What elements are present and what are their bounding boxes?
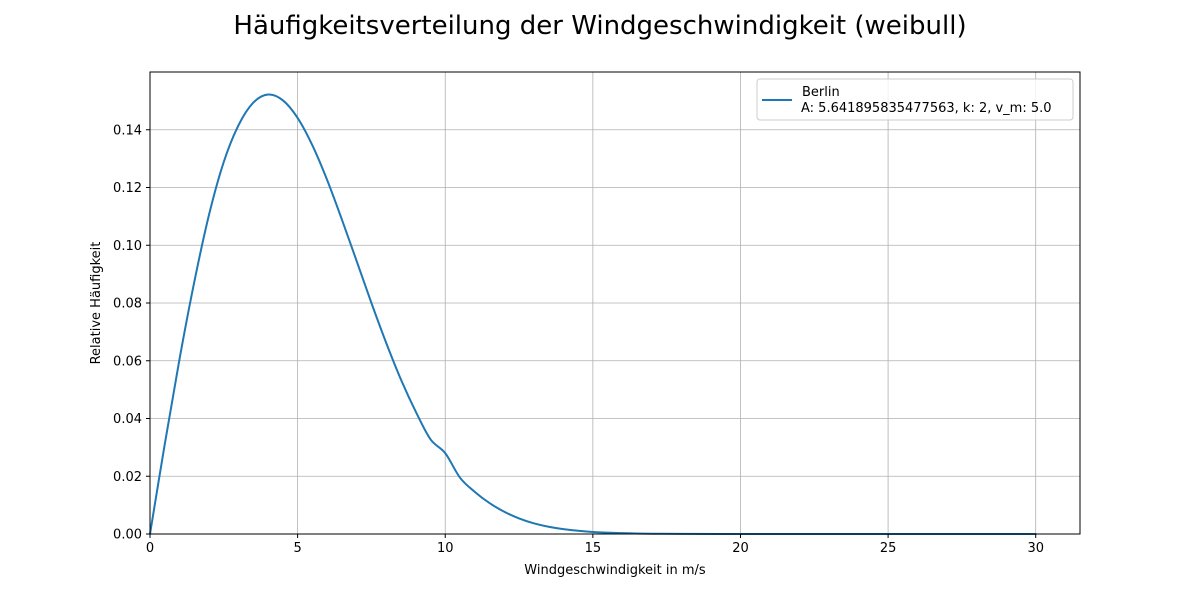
x-tick-label: 25	[880, 541, 897, 556]
x-axis-label: Windgeschwindigkeit in m/s	[524, 563, 706, 578]
x-tick-label: 0	[146, 541, 154, 556]
y-tick-label: 0.00	[113, 528, 142, 543]
y-tick-label: 0.12	[113, 181, 142, 196]
x-tick-label: 20	[732, 541, 749, 556]
legend-series-detail: A: 5.641895835477563, k: 2, v_m: 5.0	[801, 101, 1052, 116]
y-tick-label: 0.04	[113, 412, 142, 427]
line-layer	[149, 93, 1037, 536]
y-ticks: 0.00 0.02 0.04 0.06 0.08 0.10 0.12 0.14	[113, 123, 150, 543]
x-tick-label: 30	[1027, 541, 1044, 556]
x-tick-label: 5	[293, 541, 301, 556]
x-tick-label: 10	[437, 541, 454, 556]
y-tick-label: 0.08	[113, 297, 142, 312]
legend: Berlin A: 5.641895835477563, k: 2, v_m: …	[756, 78, 1074, 121]
y-axis-label: Relative Häufigkeit	[89, 242, 104, 365]
y-tick-label: 0.10	[113, 239, 142, 254]
series-line-berlin	[149, 93, 1037, 536]
legend-box	[756, 78, 1074, 121]
chart-title: Häufigkeitsverteilung der Windgeschwindi…	[233, 11, 966, 41]
y-tick-label: 0.06	[113, 354, 142, 369]
y-tick-label: 0.02	[113, 470, 142, 485]
x-tick-label: 15	[585, 541, 602, 556]
legend-series-name: Berlin	[802, 85, 840, 100]
x-ticks: 0 5 10 15 20 25 30	[146, 534, 1044, 556]
y-tick-label: 0.14	[113, 123, 142, 138]
